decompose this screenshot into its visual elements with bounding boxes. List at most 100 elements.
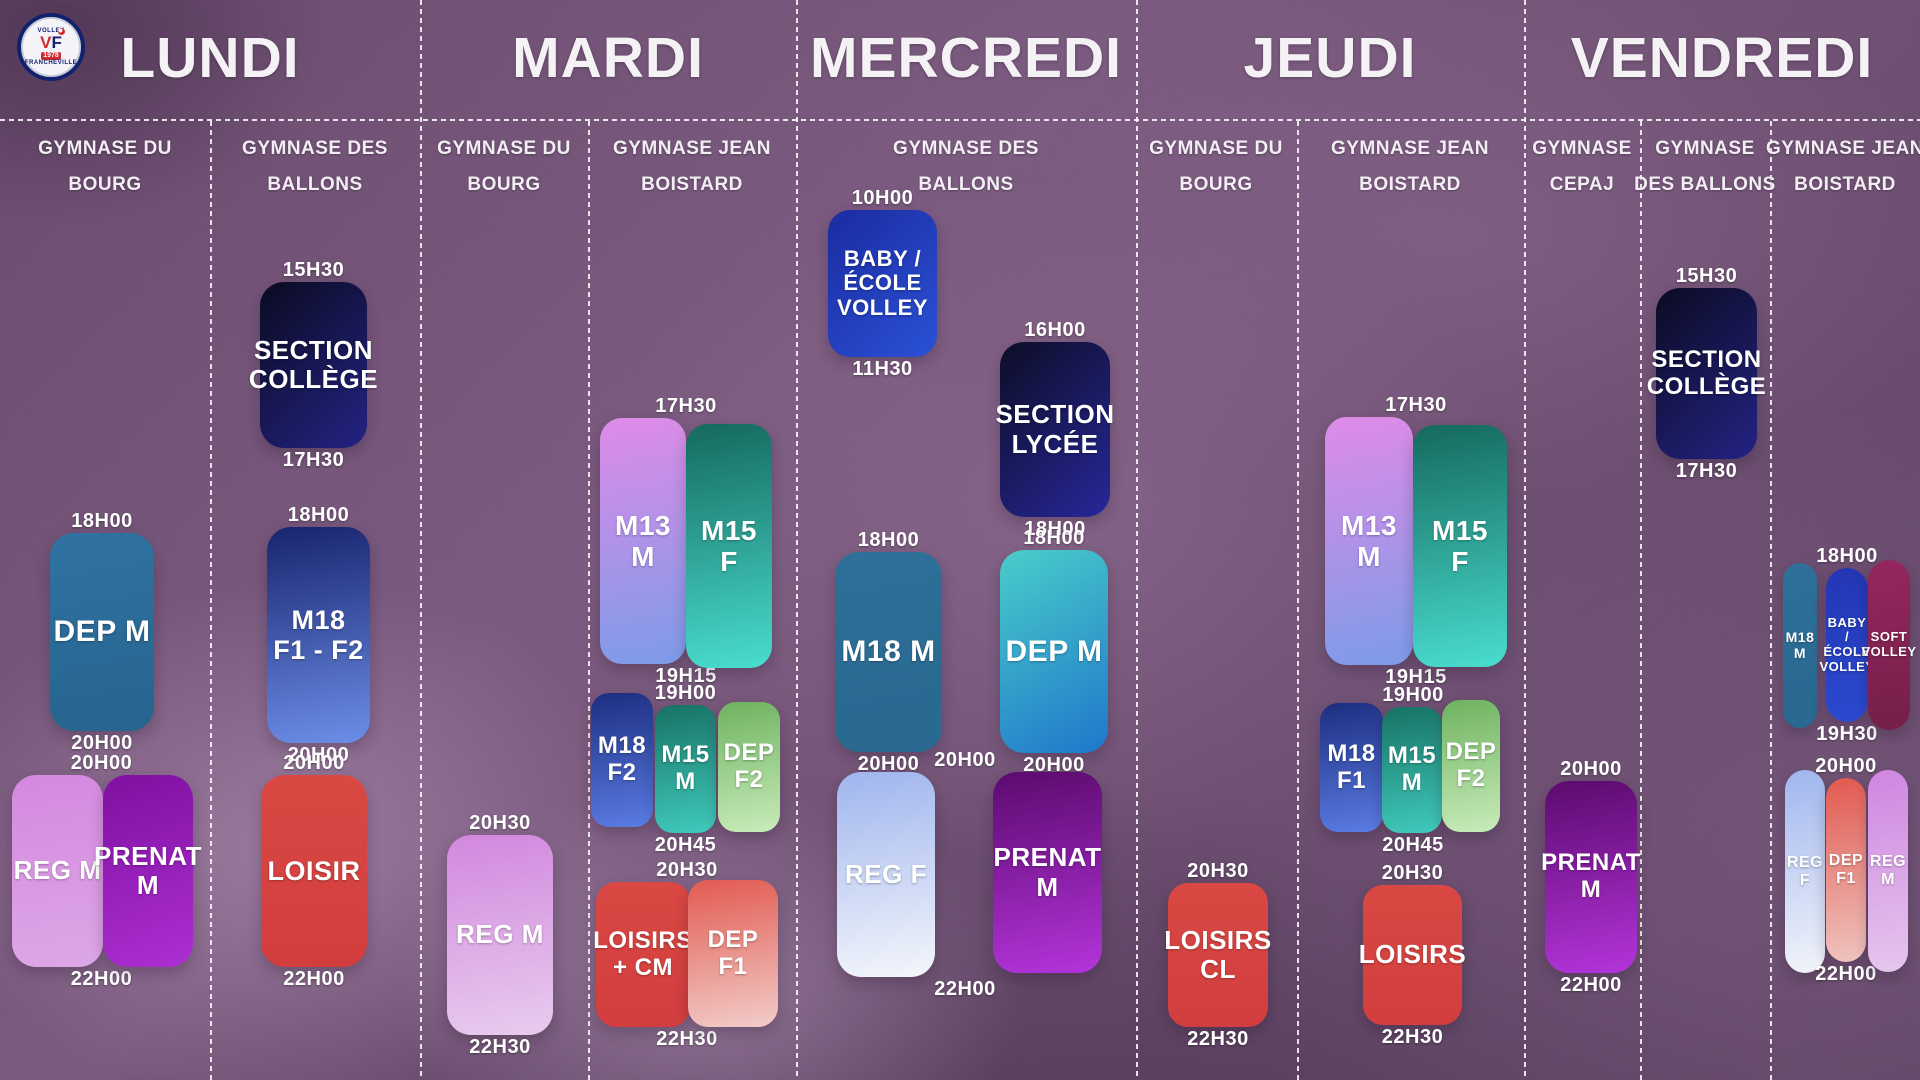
time-start-ven-section-college: 15H30 (1675, 265, 1738, 287)
volleyball-icon (58, 28, 65, 35)
session-block-mer-section-lycee: SECTION LYCÉE (995, 342, 1114, 517)
day-separator (796, 0, 798, 1080)
session-block-jeu-m15-m: M15 M (1382, 707, 1442, 833)
time-end-mer-m18-m: 20H00 (857, 753, 920, 775)
gym-name-line1: GYMNASE DU (1149, 138, 1283, 159)
time-start-ven-baby-ecole-volley: 18H00 (1816, 545, 1878, 567)
gym-name-line2: DES BALLONS (1634, 174, 1776, 195)
day-title-vendredi: VENDREDI (1570, 26, 1874, 90)
session-block-mer-prenat-m: PRENAT M (993, 772, 1102, 973)
session-label: REG F (1786, 853, 1824, 889)
session-label: DEP M (53, 615, 151, 649)
session-label: LOISIR (267, 855, 361, 886)
session-block-jeu-loisirs-cl: LOISIRS CL (1164, 883, 1271, 1027)
session-block-mar-dep-f2: DEP F2 (718, 702, 780, 832)
session-block-jeu-m13-m: M13 M (1325, 417, 1413, 665)
session-label: M18 M (1785, 628, 1815, 661)
session-block-ven-section-college: SECTION COLLÈGE (1647, 288, 1766, 459)
session-block-ven-dep-f1: DEP F1 (1826, 778, 1866, 962)
session-label: M15 M (1387, 742, 1437, 796)
time-start-mer-reg-f: 20H00 (934, 749, 996, 771)
time-end-lun-section-college: 17H30 (282, 449, 345, 471)
time-start-mar-m15-m: 19H00 (654, 682, 717, 704)
session-block-ven-reg-m: REG M (1868, 770, 1908, 972)
session-block-mar-loisirs-cm: LOISIRS + CM (593, 882, 693, 1027)
club-logo-top-text: VOLLEY (37, 27, 65, 34)
gym-name-line1: GYMNASE (1655, 138, 1755, 159)
gym-name-line2: BOISTARD (641, 174, 743, 195)
session-label: SECTION LYCÉE (995, 399, 1115, 459)
session-block-lun-m18-f1-f2: M18 F1 - F2 (267, 527, 370, 743)
session-label: SOFT VOLLEY (1861, 629, 1917, 659)
session-label: REG M (1869, 853, 1907, 888)
session-block-ven-m18-m: M18 M (1783, 563, 1817, 728)
gym-name-line1: GYMNASE DU (437, 138, 571, 159)
time-end-ven-prenat-m: 22H00 (1560, 974, 1622, 996)
gym-separator (588, 121, 590, 1080)
session-label: REG F (845, 858, 927, 889)
time-end-lun-m18-f1-f2: 20H00 (287, 744, 350, 766)
time-start-jeu-m15-m: 19H00 (1382, 684, 1444, 706)
session-block-ven-baby-ecole-volley: BABY / ÉCOLE VOLLEY (1820, 568, 1874, 722)
time-start-mar-reg-m: 20H30 (469, 812, 531, 834)
gym-separator (1297, 121, 1299, 1080)
club-logo-inner: VOLLEY VF 1978 FRANCHEVILLE (21, 17, 81, 77)
session-label: PRENAT M (993, 842, 1102, 902)
session-label: M18 F2 (597, 732, 647, 786)
session-block-jeu-m15-f: M15 F (1413, 425, 1507, 667)
time-start-jeu-loisirs: 20H30 (1381, 862, 1444, 884)
gym-name-line1: GYMNASE DU (38, 138, 172, 159)
gym-name-line2: BALLONS (267, 174, 363, 195)
time-end-jeu-m15-m: 20H45 (1382, 834, 1444, 856)
session-label: SECTION COLLÈGE (1646, 345, 1767, 400)
session-label: DEP M (1005, 634, 1103, 668)
gym-name-line1: GYMNASE (1532, 138, 1632, 159)
session-label: M15 F (1432, 514, 1488, 577)
gym-name-line2: BOISTARD (1794, 174, 1896, 195)
session-label: LOISIRS CL (1164, 924, 1272, 984)
time-end-ven-baby-ecole-volley: 19H30 (1816, 723, 1878, 745)
time-end-mar-reg-m: 22H30 (469, 1036, 531, 1058)
day-title-mardi: MARDI (512, 26, 704, 90)
header-divider-line (0, 119, 1920, 121)
session-label: M18 F1 (1327, 739, 1376, 794)
session-block-mar-m15-f: M15 F (686, 424, 772, 668)
session-block-mer-dep-m: DEP M (1000, 550, 1108, 753)
session-label: M15 M (661, 741, 710, 795)
time-end-mar-m15-m: 20H45 (654, 834, 717, 856)
gym-name-line1: GYMNASE JEAN (1330, 138, 1490, 159)
time-end-lun-loisir: 22H00 (283, 968, 345, 990)
time-end-ven-section-college: 17H30 (1675, 460, 1738, 482)
day-title-lundi: LUNDI (120, 26, 300, 90)
session-label: BABY / ÉCOLE VOLLEY (1819, 614, 1875, 674)
session-label: M13 M (615, 509, 671, 572)
time-end-jeu-loisirs-cl: 22H30 (1187, 1028, 1249, 1050)
club-logo-year: 1978 (41, 51, 61, 61)
session-block-ven-soft-volley: SOFT VOLLEY (1862, 560, 1916, 730)
gym-name-line2: CEPAJ (1549, 174, 1615, 195)
session-label: LOISIRS + CM (593, 926, 693, 981)
session-label: M18 F1 - F2 (273, 604, 364, 665)
session-block-mar-dep-f1: DEP F1 (688, 880, 778, 1027)
time-start-lun-loisir: 20H00 (283, 752, 345, 774)
session-block-jeu-dep-f2: DEP F2 (1442, 700, 1500, 832)
time-start-lun-dep-m: 18H00 (71, 510, 133, 532)
time-start-lun-section-college: 15H30 (282, 259, 345, 281)
time-end-mer-section-lycee: 18H00 (1024, 518, 1086, 540)
session-block-lun-reg-m: REG M (12, 775, 103, 967)
gym-name-line1: GYMNASE DES (242, 138, 388, 159)
time-start-jeu-loisirs-cl: 20H30 (1187, 860, 1249, 882)
session-block-ven-prenat-m: PRENAT M (1541, 781, 1640, 973)
session-label: DEP F1 (1828, 852, 1864, 887)
time-start-mar-loisirs-cm: 20H30 (656, 859, 718, 881)
session-block-mar-m13-m: M13 M (600, 418, 686, 664)
time-end-jeu-loisirs: 22H30 (1381, 1026, 1444, 1048)
session-block-lun-dep-m: DEP M (50, 533, 154, 731)
gym-separator (210, 121, 212, 1080)
session-block-mar-m18-f2: M18 F2 (591, 693, 653, 827)
time-start-lun-reg-m: 20H00 (70, 752, 133, 774)
gym-name-line2: BOURG (1179, 174, 1253, 195)
gym-separator (1640, 121, 1642, 1080)
time-start-ven-prenat-m: 20H00 (1560, 758, 1622, 780)
